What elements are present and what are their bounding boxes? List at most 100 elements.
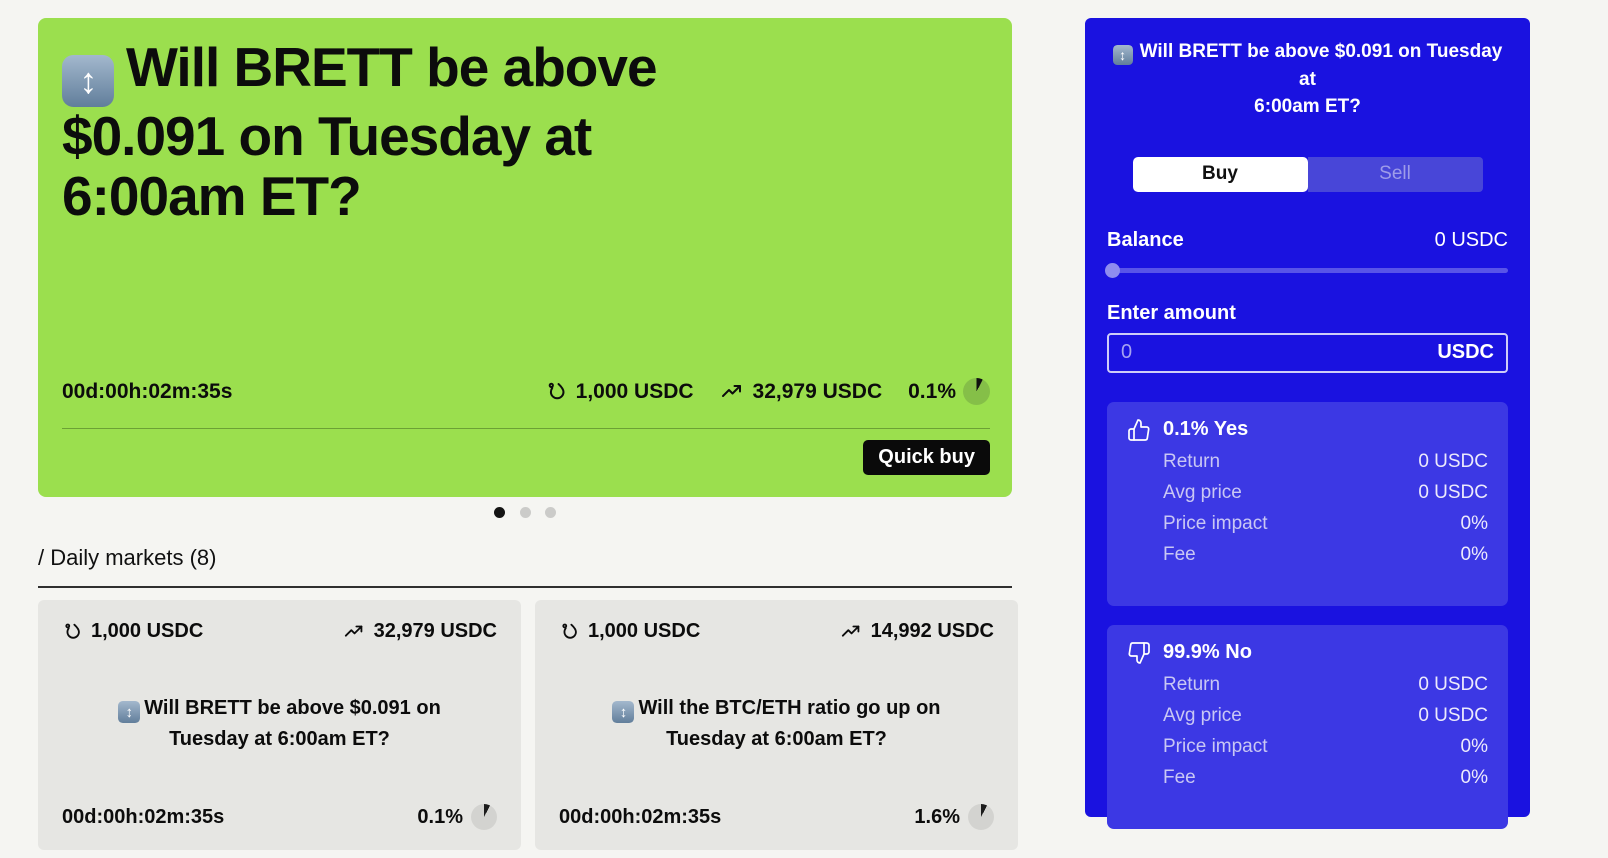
up-down-arrow-emoji: ↕ xyxy=(118,701,141,723)
card-volume: 32,979 USDC xyxy=(343,620,497,643)
hero-chance-value: 0.1% xyxy=(908,379,956,403)
hero-title-line: $0.091 on Tuesday at xyxy=(62,105,592,167)
tab-sell[interactable]: Sell xyxy=(1307,156,1483,192)
card-chance: 0.1% xyxy=(417,804,497,830)
card-title-line: Tuesday at 6:00am ET? xyxy=(666,727,887,750)
quick-buy-button[interactable]: Quick buy xyxy=(863,440,990,475)
daily-markets-heading: / Daily markets (8) xyxy=(38,545,217,570)
card-stats-row: 1,000 USDC 14,992 USDC xyxy=(559,620,994,643)
row-label: Return xyxy=(1163,673,1221,695)
carousel-dot-2[interactable] xyxy=(519,507,531,518)
balance-label: Balance xyxy=(1107,228,1184,251)
card-volume: 14,992 USDC xyxy=(840,620,994,643)
row-label: Fee xyxy=(1163,543,1196,565)
row-value: 0 USDC xyxy=(1418,481,1488,503)
trend-up-icon xyxy=(343,621,367,643)
balance-row: Balance 0 USDC xyxy=(1107,229,1508,252)
trend-up-icon xyxy=(720,380,746,404)
amount-currency: USDC xyxy=(1437,341,1494,364)
no-row-avg-price: Avg price 0 USDC xyxy=(1163,705,1488,727)
trade-panel: ↕ Will BRETT be above $0.091 on Tuesday a… xyxy=(1085,18,1530,829)
daily-markets-list: 1,000 USDC 32,979 USDC ↕ Will BRETT be ab… xyxy=(38,600,1018,850)
hero-market-card[interactable]: ↕ Will BRETT be above $0.091 on Tuesday a… xyxy=(38,18,1012,497)
up-down-arrow-emoji: ↕ xyxy=(612,701,635,723)
carousel-dot-3[interactable] xyxy=(544,507,556,518)
card-liquidity: 1,000 USDC xyxy=(62,620,203,643)
yes-row-price-impact: Price impact 0% xyxy=(1163,513,1488,535)
card-countdown: 00d:00h:02m:35s xyxy=(62,805,225,828)
yes-header: 0.1% Yes xyxy=(1127,418,1488,442)
hero-chance: 0.1% xyxy=(908,378,990,405)
card-stats-row: 1,000 USDC 32,979 USDC xyxy=(62,620,497,643)
card-countdown: 00d:00h:02m:35s xyxy=(559,805,722,828)
card-title: ↕ Will the BTC/ETH ratio go up on Tuesday… xyxy=(559,693,994,755)
pie-icon xyxy=(968,804,994,830)
market-card-btc-eth[interactable]: 1,000 USDC 14,992 USDC ↕ Will the BTC/ETH… xyxy=(535,600,1018,850)
yes-row-fee: Fee 0% xyxy=(1163,544,1488,566)
no-row-price-impact: Price impact 0% xyxy=(1163,736,1488,758)
card-chance: 1.6% xyxy=(914,804,994,830)
enter-amount-label: Enter amount xyxy=(1107,301,1236,324)
section-divider xyxy=(38,586,1012,588)
tab-buy[interactable]: Buy xyxy=(1132,156,1308,192)
hero-countdown: 00d:00h:02m:35s xyxy=(62,379,233,403)
row-value: 0% xyxy=(1460,766,1488,788)
droplet-icon xyxy=(545,380,569,404)
carousel-dots xyxy=(38,505,1012,523)
buy-sell-tabs: Buy Sell xyxy=(1132,156,1483,192)
card-chance-value: 1.6% xyxy=(914,805,960,828)
yes-row-return: Return 0 USDC xyxy=(1163,451,1488,473)
no-header: 99.9% No xyxy=(1127,641,1488,665)
card-volume-value: 14,992 USDC xyxy=(870,620,994,642)
hero-divider xyxy=(62,428,990,429)
amount-slider[interactable] xyxy=(1105,262,1508,278)
row-value: 0% xyxy=(1460,543,1488,565)
row-value: 0 USDC xyxy=(1418,673,1488,695)
hero-market-title: ↕ Will BRETT be above $0.091 on Tuesday a… xyxy=(62,36,962,227)
hero-title-line: Will BRETT be above xyxy=(126,36,658,98)
row-label: Fee xyxy=(1163,766,1196,788)
row-label: Return xyxy=(1163,450,1221,472)
no-row-fee: Fee 0% xyxy=(1163,767,1488,789)
card-title-line: Will BRETT be above $0.091 on xyxy=(144,696,441,719)
row-label: Avg price xyxy=(1163,481,1242,503)
card-title-line: Tuesday at 6:00am ET? xyxy=(169,727,390,750)
row-value: 0 USDC xyxy=(1418,450,1488,472)
thumbs-down-icon xyxy=(1127,641,1151,665)
yes-outcome-card[interactable]: 0.1% Yes Return 0 USDC Avg price 0 USDC … xyxy=(1107,401,1508,606)
hero-stats-row: 00d:00h:02m:35s 1,000 USDC 32,979 USDC 0… xyxy=(62,378,990,405)
yes-row-avg-price: Avg price 0 USDC xyxy=(1163,482,1488,504)
droplet-icon xyxy=(559,621,581,643)
amount-input[interactable] xyxy=(1121,341,1438,365)
up-down-arrow-emoji: ↕ xyxy=(62,55,114,107)
balance-value: 0 USDC xyxy=(1434,228,1508,251)
no-outcome-card[interactable]: 99.9% No Return 0 USDC Avg price 0 USDC … xyxy=(1107,624,1508,829)
hero-volume-value: 32,979 USDC xyxy=(752,379,883,403)
droplet-icon xyxy=(62,621,84,643)
hero-liquidity-value: 1,000 USDC xyxy=(575,379,694,403)
card-title-line: Will the BTC/ETH ratio go up on xyxy=(638,696,941,719)
thumbs-up-icon xyxy=(1127,418,1151,442)
market-card-brett[interactable]: 1,000 USDC 32,979 USDC ↕ Will BRETT be ab… xyxy=(38,600,521,850)
row-value: 0% xyxy=(1460,735,1488,757)
card-liquidity-value: 1,000 USDC xyxy=(588,620,701,642)
row-label: Avg price xyxy=(1163,704,1242,726)
hero-title-line: 6:00am ET? xyxy=(62,164,362,227)
pie-icon xyxy=(963,378,990,405)
carousel-dot-1[interactable] xyxy=(494,507,506,518)
row-label: Price impact xyxy=(1163,512,1268,534)
no-header-label: 99.9% No xyxy=(1163,641,1252,664)
pie-icon xyxy=(471,804,497,830)
amount-input-box: USDC xyxy=(1107,332,1508,373)
panel-title-line: Will BRETT be above $0.091 on Tuesday at xyxy=(1139,41,1503,90)
slider-handle[interactable] xyxy=(1105,262,1120,278)
trend-up-icon xyxy=(840,621,864,643)
hero-liquidity: 1,000 USDC xyxy=(545,380,694,404)
card-liquidity-value: 1,000 USDC xyxy=(91,620,204,642)
trade-panel-title: ↕ Will BRETT be above $0.091 on Tuesday a… xyxy=(1107,38,1508,121)
up-down-arrow-emoji: ↕ xyxy=(1112,45,1133,65)
row-value: 0% xyxy=(1460,512,1488,534)
no-row-return: Return 0 USDC xyxy=(1163,674,1488,696)
card-bottom-row: 00d:00h:02m:35s 0.1% xyxy=(62,804,497,830)
yes-header-label: 0.1% Yes xyxy=(1163,418,1249,441)
